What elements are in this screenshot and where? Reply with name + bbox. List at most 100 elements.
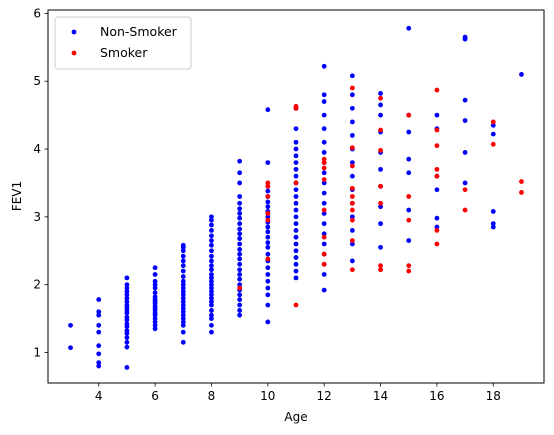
data-point: [349, 267, 355, 273]
data-point: [180, 306, 186, 311]
data-point: [237, 215, 243, 221]
data-point: [180, 268, 186, 274]
data-point: [321, 160, 327, 165]
data-point: [434, 112, 440, 118]
x-tick-label: 8: [208, 389, 216, 403]
data-point: [124, 282, 130, 288]
data-point: [265, 278, 271, 284]
data-point: [406, 25, 412, 31]
data-point: [237, 226, 243, 232]
data-point: [378, 166, 383, 172]
data-point: [180, 302, 186, 308]
data-point: [490, 122, 496, 128]
data-point: [209, 292, 214, 298]
data-point: [124, 365, 130, 370]
data-point: [406, 129, 412, 135]
data-point: [378, 102, 383, 108]
data-point: [209, 267, 214, 273]
y-tick-label: 5: [33, 74, 41, 88]
data-point: [321, 92, 327, 98]
data-point: [378, 112, 383, 118]
data-point: [124, 339, 130, 345]
data-point: [237, 285, 243, 291]
data-point: [378, 91, 383, 96]
data-point: [180, 258, 186, 264]
data-point: [209, 238, 214, 243]
data-point: [96, 363, 102, 369]
data-point: [321, 190, 327, 196]
data-point: [349, 160, 355, 165]
data-point: [152, 282, 158, 288]
data-point: [124, 295, 130, 301]
data-point: [180, 289, 186, 294]
data-point: [293, 214, 299, 220]
data-point: [209, 222, 214, 228]
data-point: [434, 241, 440, 247]
data-point: [321, 231, 327, 237]
data-point: [237, 302, 243, 308]
data-point: [265, 285, 271, 291]
data-point: [434, 87, 440, 93]
data-point: [180, 322, 186, 328]
data-point: [152, 319, 158, 325]
data-point: [209, 228, 214, 233]
data-point: [265, 234, 271, 240]
data-point: [378, 221, 383, 227]
data-point: [321, 221, 327, 227]
series-smoker: [237, 85, 524, 308]
data-point: [209, 253, 214, 259]
data-point: [124, 335, 130, 340]
data-point: [180, 299, 186, 305]
data-point: [124, 302, 130, 308]
data-point: [237, 206, 243, 212]
data-point: [180, 274, 186, 279]
data-point: [434, 127, 440, 133]
data-point: [265, 183, 271, 189]
legend-label-smoker: Smoker: [100, 45, 148, 60]
data-point: [293, 194, 299, 199]
data-point: [96, 351, 102, 357]
data-point: [293, 261, 299, 267]
data-point: [237, 256, 243, 262]
data-point: [237, 297, 243, 302]
data-point: [462, 118, 468, 123]
data-point: [321, 126, 327, 132]
data-point: [152, 294, 158, 300]
data-point: [349, 133, 355, 138]
data-point: [490, 221, 496, 227]
data-point: [209, 299, 214, 305]
x-tick-label: 12: [317, 389, 332, 403]
data-point: [209, 217, 214, 223]
data-point: [68, 345, 73, 351]
x-tick-label: 10: [260, 389, 275, 403]
data-point: [434, 143, 440, 149]
y-tick-label: 3: [33, 210, 41, 224]
x-tick-label: 18: [486, 389, 501, 403]
plot-area-frame: [47, 9, 545, 384]
y-tick-label: 6: [33, 6, 41, 20]
data-point: [293, 275, 299, 281]
data-point: [124, 289, 130, 294]
data-point: [378, 147, 383, 153]
data-point: [293, 126, 299, 132]
data-point: [96, 312, 102, 318]
data-point: [406, 112, 412, 118]
data-point: [180, 312, 186, 318]
data-point: [180, 282, 186, 288]
data-point: [265, 251, 271, 257]
data-point: [265, 229, 271, 235]
data-point: [519, 190, 524, 195]
data-point: [209, 285, 214, 291]
legend-marker-smoker: [71, 50, 77, 56]
data-point: [209, 289, 214, 294]
data-point: [349, 207, 355, 213]
data-point: [293, 187, 299, 193]
data-point: [180, 263, 186, 269]
data-point: [321, 287, 327, 293]
data-point: [378, 95, 383, 101]
data-point: [124, 299, 130, 305]
x-tick-label: 4: [95, 389, 103, 403]
data-point: [434, 173, 440, 179]
data-point: [349, 163, 355, 169]
data-point: [321, 200, 327, 206]
